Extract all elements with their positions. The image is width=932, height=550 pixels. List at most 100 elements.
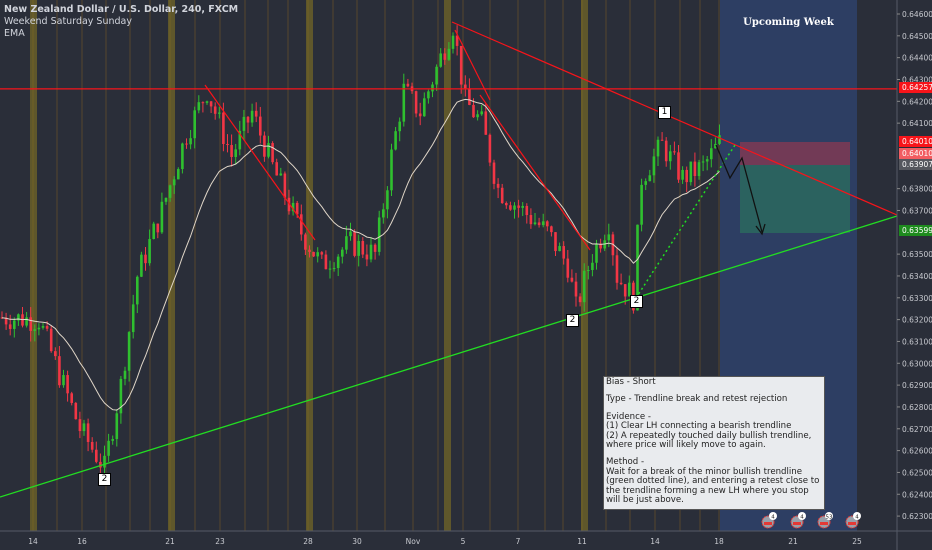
candle-body [267, 143, 270, 157]
candle-body [488, 134, 492, 163]
price-tick-label: 0.63700 [902, 206, 932, 215]
candle-body [336, 256, 340, 269]
event-flag-stripe [764, 522, 772, 525]
note-method-title: Method - [606, 457, 645, 468]
candle-body [496, 183, 500, 188]
weekend-band [168, 0, 175, 531]
candle-body [172, 179, 176, 186]
indicator-weekend[interactable]: Weekend Saturday Sunday [4, 16, 132, 27]
minor-bearish-trendline[interactable] [204, 84, 316, 241]
price-badge-last: 0.63907 [899, 159, 932, 170]
bearish-trendline[interactable] [451, 21, 898, 216]
candle-body [500, 187, 504, 204]
candle-body [628, 282, 631, 297]
candle-body [328, 268, 332, 270]
time-tick-label: 16 [77, 537, 87, 546]
minor-bearish-trendline[interactable] [454, 29, 491, 101]
analysis-note[interactable]: Bias - Short Type - Trendline break and … [603, 376, 825, 510]
candle-body [8, 324, 12, 329]
take-profit-zone[interactable] [740, 165, 850, 233]
price-tick-label: 0.63500 [902, 250, 932, 259]
arrow-head-icon [755, 223, 766, 236]
price-tick-label: 0.64400 [902, 54, 932, 63]
event-count: 4 [855, 515, 859, 521]
candle-body [431, 84, 434, 92]
note-type: Type - Trendline break and retest reject… [606, 394, 788, 405]
minor-bullish-dotted-trendline[interactable] [635, 144, 736, 299]
candle-body [427, 91, 430, 99]
candle-body [324, 254, 328, 270]
event-count-badge [769, 512, 777, 520]
price-tick-label: 0.63200 [902, 316, 932, 325]
candle-body [517, 205, 520, 208]
candle-body [390, 149, 393, 191]
time-tick-label: 21 [165, 537, 175, 546]
candle-body [271, 143, 274, 163]
event-count: 4 [771, 515, 775, 521]
candle-body [664, 140, 668, 162]
candle-body [435, 66, 438, 85]
price-tick-label: 0.63400 [902, 272, 932, 281]
candle-body [54, 351, 57, 357]
price-badge-entry: 0.64010 [899, 148, 932, 159]
candle-body [283, 173, 287, 198]
wave-label[interactable]: 2 [566, 314, 579, 327]
candle-body [636, 224, 639, 311]
candle-body [287, 197, 291, 212]
candle-body [623, 284, 627, 297]
price-tick-label: 0.62900 [902, 381, 932, 390]
price-tick-label: 0.62700 [902, 425, 932, 434]
candle-body [312, 251, 315, 257]
candle-body [189, 138, 192, 145]
candle-body [591, 262, 594, 271]
wave-label[interactable]: 1 [658, 106, 671, 119]
candle-body [45, 326, 49, 329]
price-tick-label: 0.62500 [902, 468, 932, 477]
candle-body [37, 327, 41, 330]
event-count-badge [825, 512, 833, 520]
minor-bearish-trendline[interactable] [479, 94, 591, 251]
candle-body [607, 234, 611, 241]
candle-body [697, 162, 701, 177]
price-tick-label: 0.64200 [902, 97, 932, 106]
weekend-band [306, 0, 313, 531]
candle-body [17, 314, 20, 321]
candle-body [4, 317, 8, 325]
candle-body [308, 249, 311, 252]
indicator-ema[interactable]: EMA [4, 28, 25, 39]
candle-body [525, 205, 529, 216]
candle-body [78, 419, 82, 432]
candle-body [652, 156, 656, 176]
candle-body [685, 169, 688, 183]
price-badge-target: 0.63599 [899, 225, 932, 236]
symbol-title[interactable]: New Zealand Dollar / U.S. Dollar, 240, F… [4, 4, 239, 15]
time-tick-label: 11 [577, 537, 587, 546]
candle-body [673, 151, 676, 153]
candle-body [386, 190, 389, 210]
price-tick-label: 0.63800 [902, 185, 932, 194]
candle-body [484, 111, 488, 135]
bullish-trendline[interactable] [0, 215, 898, 498]
candle-body [369, 244, 373, 260]
price-tick-label: 0.64100 [902, 119, 932, 128]
time-tick-label: 28 [303, 537, 313, 546]
candle-body [291, 202, 295, 212]
candle-body [156, 223, 160, 233]
candle-body [640, 184, 643, 225]
candle-body [468, 88, 471, 105]
candle-body [529, 215, 533, 225]
candle-body [377, 217, 381, 252]
candle-body [90, 441, 94, 450]
candle-body [177, 169, 180, 180]
wave-label[interactable]: 2 [630, 295, 643, 308]
event-count-badge [798, 512, 806, 520]
candle-body [181, 143, 184, 170]
price-tick-label: 0.63300 [902, 294, 932, 303]
projection-path[interactable] [715, 144, 763, 233]
candle-body [152, 223, 155, 240]
wave-label[interactable]: 2 [98, 473, 111, 486]
candle-body [365, 254, 369, 260]
candle-body [70, 393, 73, 403]
candle-body [505, 203, 508, 206]
